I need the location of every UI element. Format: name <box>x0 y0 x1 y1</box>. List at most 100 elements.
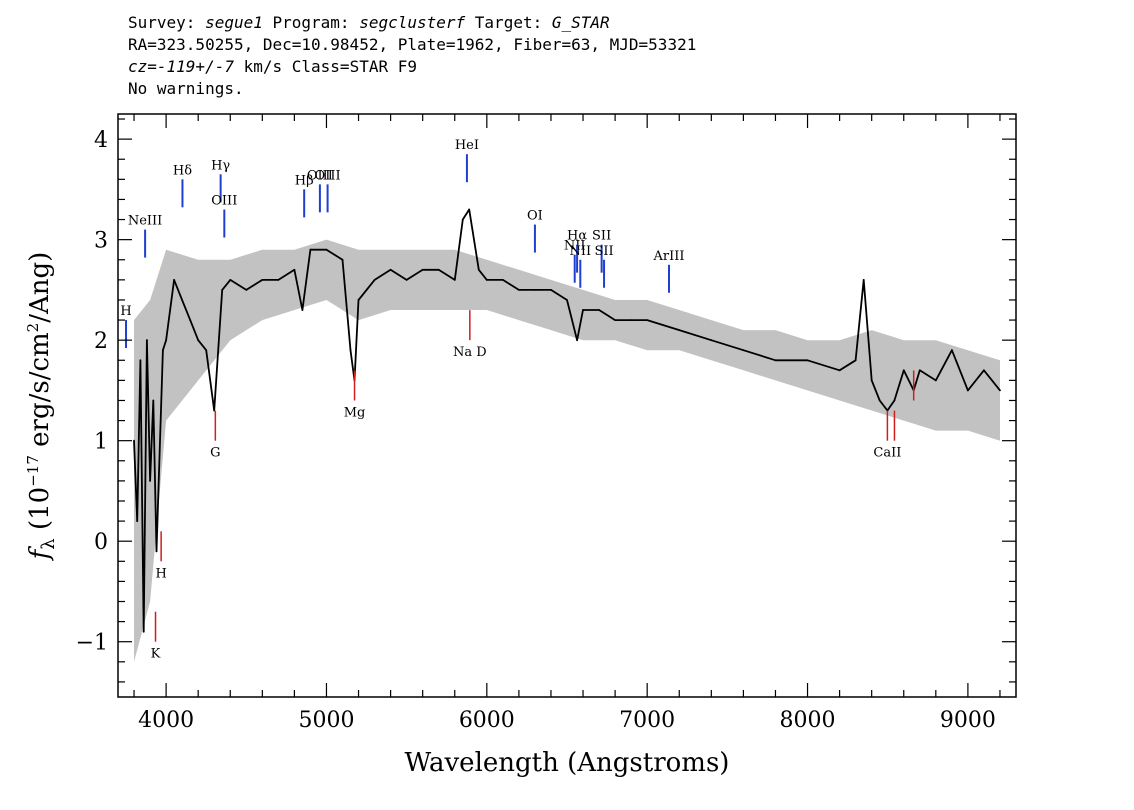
flux-point <box>301 309 304 311</box>
flux-point <box>245 289 248 291</box>
flux-point <box>173 279 176 281</box>
flux-point <box>309 248 312 251</box>
flux-point <box>139 359 142 362</box>
emission-line-label: H <box>120 304 131 319</box>
survey-label: Survey: <box>128 13 206 32</box>
absorption-line-label: Mg <box>344 405 366 420</box>
noise-envelope-area <box>134 239 1000 662</box>
class-text: km/s Class=STAR F9 <box>233 57 417 76</box>
target-value: G_STAR <box>551 13 610 32</box>
flux-point <box>951 349 953 352</box>
flux-point <box>630 319 632 321</box>
emission-line-label: SII <box>592 229 611 244</box>
emission-line-label: Hβ <box>295 173 314 188</box>
redshift-value: cz=-119+/-7 <box>128 57 234 76</box>
flux-point <box>165 339 168 342</box>
flux-point <box>221 289 224 291</box>
absorption-line-label: K <box>151 647 161 662</box>
flux-point <box>229 279 232 281</box>
flux-point <box>133 439 135 442</box>
emission-line-label: Hγ <box>211 158 230 173</box>
x-tick-label: 6000 <box>459 708 515 733</box>
ylabel-exponent-1: −17 <box>24 455 42 487</box>
noise-envelope <box>134 239 1000 662</box>
emission-line-label: HeI <box>455 138 479 153</box>
spectrum-header: Survey: segue1 Program: segclusterf Targ… <box>128 12 696 100</box>
ylabel-middle: erg/s/cm <box>25 332 55 455</box>
flux-point <box>189 319 192 321</box>
flux-point <box>477 268 480 271</box>
flux-point <box>999 389 1001 392</box>
x-tick-label: 7000 <box>619 708 675 733</box>
flux-point <box>854 359 857 362</box>
y-tick-label: 3 <box>94 229 108 254</box>
flux-point <box>205 349 208 352</box>
flux-point <box>162 349 164 352</box>
ylabel-open: (10 <box>25 487 55 539</box>
flux-point <box>437 268 440 271</box>
y-axis-title: fλ (10−17 erg/s/cm2/Ang) <box>24 252 59 562</box>
flux-point <box>870 379 873 382</box>
header-line-redshift: cz=-119+/-7 km/s Class=STAR F9 <box>128 56 696 78</box>
flux-point <box>277 279 280 281</box>
emission-line-label: SII <box>594 244 613 259</box>
flux-point <box>646 319 649 321</box>
flux-point <box>468 208 471 211</box>
x-axis: 4000 5000 6000 7000 8000 9000 <box>133 114 1001 733</box>
flux-point <box>550 289 552 291</box>
emission-line-label: ArIII <box>652 249 684 264</box>
flux-point <box>878 399 881 402</box>
survey-value: segue1 <box>205 13 263 32</box>
flux-point <box>862 279 865 281</box>
flux-point <box>405 279 408 281</box>
emission-line-label: OIII <box>315 168 341 183</box>
flux-point <box>421 268 424 271</box>
flux-point <box>136 520 139 522</box>
absorption-line-label: CaII <box>873 446 901 461</box>
flux-point <box>518 289 520 291</box>
flux-point <box>534 289 536 291</box>
emission-line-label: NII <box>564 239 586 254</box>
emission-line-label: Hδ <box>173 163 192 178</box>
y-axis: −1 0 1 2 3 4 <box>76 118 1016 683</box>
flux-point <box>158 449 161 452</box>
flux-point <box>742 349 745 352</box>
flux-point <box>902 369 905 372</box>
flux-point <box>155 550 158 553</box>
flux-point <box>152 399 155 402</box>
flux-point <box>293 268 296 271</box>
target-label: Target: <box>465 13 552 32</box>
flux-point <box>453 279 456 281</box>
y-tick-label: 0 <box>94 530 108 555</box>
flux-point <box>502 279 504 281</box>
flux-point <box>325 248 328 251</box>
header-line-coordinates: RA=323.50255, Dec=10.98452, Plate=1962, … <box>128 35 697 54</box>
flux-point <box>389 268 392 271</box>
flux-point <box>614 319 616 321</box>
x-tick-label: 8000 <box>780 708 836 733</box>
absorption-line-label: G <box>210 446 220 461</box>
emission-line-label: Hα <box>567 229 587 244</box>
flux-point <box>142 630 145 633</box>
x-tick-label: 5000 <box>298 708 354 733</box>
flux-point <box>967 389 969 392</box>
emission-line-label: NII <box>569 244 591 259</box>
flux-point <box>678 329 681 331</box>
flux-point <box>197 339 200 342</box>
flux-point <box>149 480 152 482</box>
header-line-survey: Survey: segue1 Program: segclusterf Targ… <box>128 12 696 34</box>
flux-point <box>341 258 344 261</box>
flux-point <box>582 309 584 311</box>
x-axis-title: Wavelength (Angstroms) <box>405 748 730 778</box>
flux-point <box>774 359 777 362</box>
y-tick-label: 1 <box>94 430 108 455</box>
flux-point <box>598 309 600 311</box>
program-value: segclusterf <box>359 13 466 32</box>
x-tick-label: 9000 <box>940 708 996 733</box>
flux-point <box>349 349 352 352</box>
flux-point <box>983 369 985 372</box>
ylabel-close: /Ang) <box>25 252 55 323</box>
emission-line-label: OIII <box>307 168 333 183</box>
